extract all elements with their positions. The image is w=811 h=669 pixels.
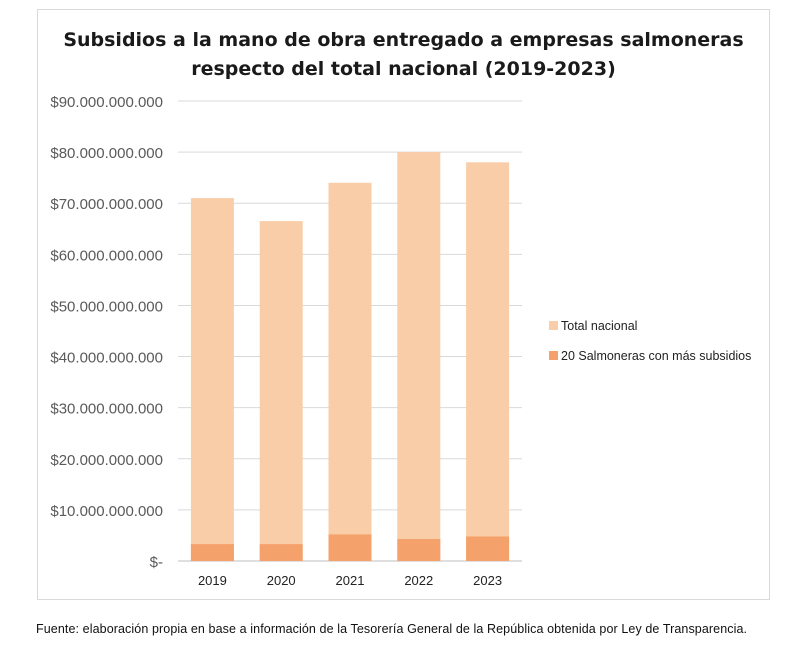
chart-title: Subsidios a la mano de obra entregado a … <box>38 26 769 84</box>
bar-total-nacional <box>397 152 441 561</box>
y-tick-label: $40.000.000.000 <box>50 350 163 367</box>
x-tick-label: 2019 <box>198 573 227 588</box>
x-tick-label: 2020 <box>267 573 296 588</box>
legend-label-salmoneras: 20 Salmoneras con más subsidios <box>561 349 751 363</box>
bar-20-salmoneras <box>466 536 510 561</box>
bar-total-nacional <box>190 198 234 561</box>
x-axis-ticks: 2019 2020 2021 2022 2023 <box>198 573 502 588</box>
y-tick-label: $30.000.000.000 <box>50 401 163 418</box>
legend-label-total: Total nacional <box>561 319 637 333</box>
bar-20-salmoneras <box>259 544 303 561</box>
x-tick-label: 2022 <box>404 573 433 588</box>
y-tick-label: $- <box>150 554 163 571</box>
y-tick-label: $50.000.000.000 <box>50 298 163 315</box>
bar-total-nacional <box>328 182 372 561</box>
source-note: Fuente: elaboración propia en base a inf… <box>36 622 748 636</box>
legend-swatch-salmoneras <box>549 351 558 360</box>
y-tick-label: $90.000.000.000 <box>50 94 163 111</box>
bar-total-nacional <box>259 221 303 561</box>
legend-swatch-total <box>549 321 558 330</box>
y-axis-ticks: $90.000.000.000 $80.000.000.000 $70.000.00… <box>50 94 163 571</box>
bar-20-salmoneras <box>190 544 234 561</box>
chart-title-line-2: respecto del total nacional (2019-2023) <box>191 58 616 80</box>
y-tick-label: $20.000.000.000 <box>50 452 163 469</box>
y-tick-label: $10.000.000.000 <box>50 503 163 520</box>
bar-20-salmoneras <box>328 534 372 561</box>
x-tick-label: 2023 <box>473 573 502 588</box>
bars <box>190 152 510 562</box>
bar-20-salmoneras <box>397 539 441 561</box>
y-tick-label: $60.000.000.000 <box>50 247 163 264</box>
legend: Total nacional 20 Salmoneras con más subs… <box>549 319 751 363</box>
x-tick-label: 2021 <box>336 573 365 588</box>
bar-total-nacional <box>466 162 510 562</box>
chart-title-line-1: Subsidios a la mano de obra entregado a … <box>63 29 744 51</box>
y-tick-label: $70.000.000.000 <box>50 196 163 213</box>
y-tick-label: $80.000.000.000 <box>50 145 163 162</box>
bar-chart: $90.000.000.000 $80.000.000.000 $70.000.00… <box>50 94 751 588</box>
